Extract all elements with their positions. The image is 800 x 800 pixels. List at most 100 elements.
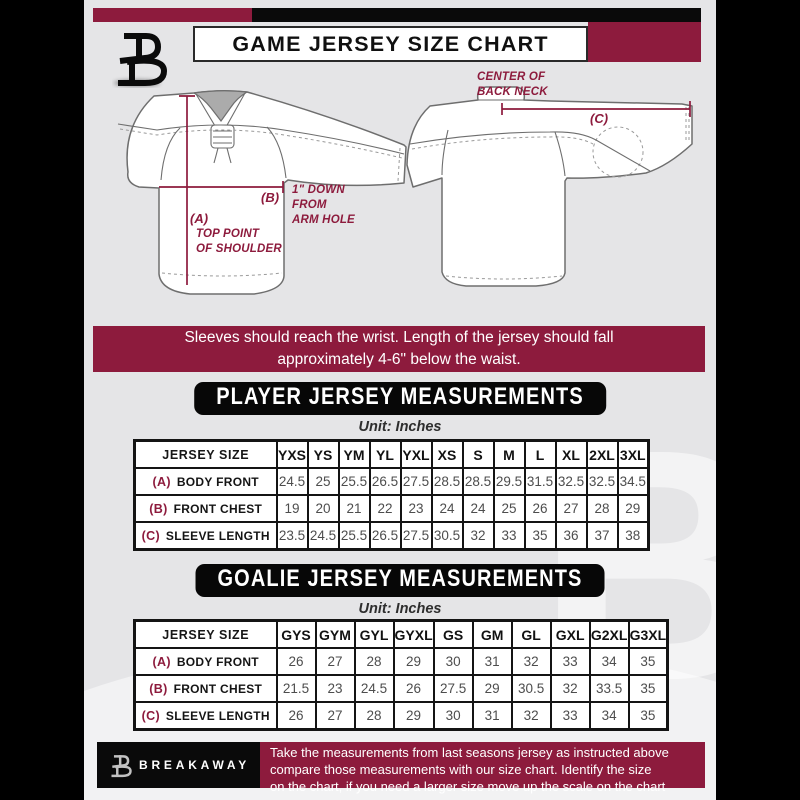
measurement-row: (C) SLEEVE LENGTH 23.5 24.5 25.5 26.5 27.5 30.5… — [133, 521, 650, 551]
measurement-value: 31.5 — [523, 467, 557, 496]
measurement-value: 24 — [461, 494, 495, 523]
measurement-value: 34.5 — [616, 467, 650, 496]
goalie-section-title: GOALIE JERSEY MEASUREMENTS — [217, 565, 583, 593]
measurement-value: 26 — [275, 701, 317, 731]
measurement-row: (C) SLEEVE LENGTH 26 27 28 29 30 31 32 33 34 35 — [133, 701, 669, 731]
measurement-value: 19 — [275, 494, 309, 523]
measurement-value: 29 — [616, 494, 650, 523]
measurement-value: 26.5 — [368, 521, 402, 551]
shoulder-caption: TOP POINT OF SHOULDER — [196, 228, 282, 256]
measurement-value: 24 — [430, 494, 464, 523]
measurement-line-b — [159, 181, 284, 193]
fit-notice-banner: Sleeves should reach the wrist. Length o… — [93, 326, 705, 372]
back-jersey-diagram — [406, 86, 693, 287]
measurement-key: (B) — [149, 501, 168, 516]
back-jersey-outline — [406, 86, 693, 287]
measurement-line-c — [501, 101, 691, 117]
size-column-header: GYM — [314, 619, 356, 649]
measurement-name: SLEEVE LENGTH — [165, 708, 270, 723]
player-unit-label: Unit: Inches — [358, 419, 442, 435]
title-accent-block — [588, 22, 701, 62]
left-border-bar — [0, 0, 84, 800]
measurement-value: 31 — [471, 647, 513, 676]
measurement-line-a — [179, 95, 195, 285]
measurement-value: 32 — [510, 647, 552, 676]
front-jersey-diagram — [117, 89, 407, 295]
measurement-value: 24.5 — [275, 467, 309, 496]
size-column-header: XS — [430, 439, 464, 469]
goalie-size-table: JERSEY SIZE GYS GYM GYL GYXL GS GM GL GXL G2XL G3X… — [133, 619, 670, 731]
measurement-value: 21 — [337, 494, 371, 523]
goalie-unit-label: Unit: Inches — [358, 601, 442, 617]
measurement-key: (B) — [149, 681, 168, 696]
measurement-value: 33 — [492, 521, 526, 551]
measurement-value: 32 — [510, 701, 552, 731]
measurement-value: 23 — [314, 674, 356, 703]
size-column-header: G3XL — [627, 619, 669, 649]
size-column-header: M — [492, 439, 526, 469]
size-column-header: GYS — [275, 619, 317, 649]
measurement-name: SLEEVE LENGTH — [165, 528, 270, 543]
measurement-value: 28.5 — [461, 467, 495, 496]
measurement-value: 33 — [549, 701, 591, 731]
measurement-key: (A) — [152, 654, 171, 669]
measurement-value: 26 — [275, 647, 317, 676]
measurement-label-a: (A) — [190, 211, 209, 226]
measurement-value: 29 — [392, 701, 435, 731]
fit-notice-text: Sleeves should reach the wrist. Length o… — [184, 328, 614, 368]
measurement-row-label: (C) SLEEVE LENGTH — [133, 521, 278, 551]
footer-brand-box: BREAKAWAY — [97, 742, 260, 788]
measurement-value: 25 — [492, 494, 526, 523]
size-column-header: YXS — [275, 439, 309, 469]
measurement-name: BODY FRONT — [176, 654, 259, 669]
size-column-header: YL — [368, 439, 402, 469]
measurement-key: (C) — [141, 708, 160, 723]
page-title-box: GAME JERSEY SIZE CHART — [193, 26, 588, 62]
breakaway-b-logo-icon — [114, 33, 168, 87]
measurement-value: 26 — [523, 494, 557, 523]
measurement-value: 32 — [461, 521, 495, 551]
measurement-value: 24.5 — [353, 674, 395, 703]
back-yoke-seam — [409, 131, 651, 172]
front-jersey-outline — [126, 89, 407, 295]
measurement-label-b: (B) — [261, 190, 280, 205]
measurement-name: FRONT CHEST — [173, 501, 263, 516]
measurement-value: 35 — [523, 521, 557, 551]
measurement-value: 28 — [353, 701, 395, 731]
measurement-value: 30 — [432, 701, 474, 731]
jersey-size-header: JERSEY SIZE — [133, 439, 278, 469]
size-column-header: GYL — [353, 619, 395, 649]
back-hem-stitch — [445, 275, 563, 280]
measurement-value: 24.5 — [306, 521, 340, 551]
measurement-row: (A) BODY FRONT 26 27 28 29 30 31 32 33 34 35 — [133, 647, 669, 676]
measurement-value: 23 — [399, 494, 433, 523]
measurement-row-label: (B) FRONT CHEST — [133, 494, 278, 523]
measurement-value: 22 — [368, 494, 402, 523]
measurement-name: FRONT CHEST — [173, 681, 263, 696]
header-accent-bar — [93, 8, 701, 22]
size-column-header: GL — [510, 619, 552, 649]
size-column-header: YXL — [399, 439, 433, 469]
size-column-header: YM — [337, 439, 371, 469]
measurement-row: (A) BODY FRONT 24.5 25 25.5 26.5 27.5 28.5 28.5 2… — [133, 467, 650, 496]
measurement-value: 35 — [627, 674, 669, 703]
size-column-header: L — [523, 439, 557, 469]
measurement-value: 33.5 — [588, 674, 630, 703]
back-neck-caption: CENTER OF BACK NECK — [477, 71, 548, 99]
measurement-value: 28.5 — [430, 467, 464, 496]
back-armhole-seams — [441, 129, 566, 177]
right-border-bar — [716, 0, 800, 800]
measurement-value: 26.5 — [368, 467, 402, 496]
measurement-value: 29 — [392, 647, 435, 676]
size-column-header: GXL — [549, 619, 591, 649]
size-column-header: YS — [306, 439, 340, 469]
measurement-value: 28 — [353, 647, 395, 676]
front-lace-ties — [210, 124, 235, 164]
measurement-value: 29 — [471, 674, 513, 703]
measurement-name: BODY FRONT — [176, 474, 259, 489]
measurement-row-label: (B) FRONT CHEST — [133, 674, 278, 703]
measurement-value: 21.5 — [275, 674, 317, 703]
armhole-caption: 1" DOWN FROM ARM HOLE — [292, 184, 355, 227]
size-column-header: GYXL — [392, 619, 435, 649]
measurement-value: 27.5 — [399, 521, 433, 551]
